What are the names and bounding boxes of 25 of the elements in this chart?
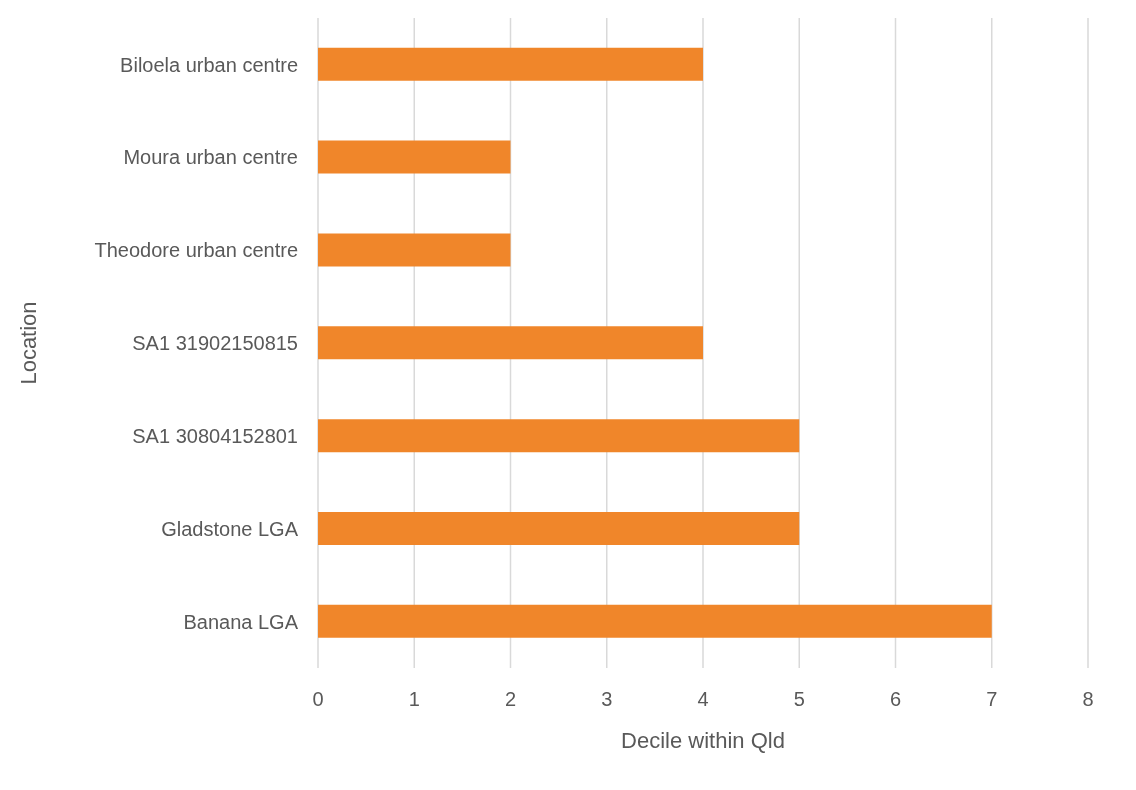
bar xyxy=(318,419,800,453)
bar xyxy=(318,326,703,360)
bar xyxy=(318,604,992,638)
y-tick-label: Banana LGA xyxy=(183,610,299,633)
bar xyxy=(318,140,511,174)
y-tick-label: Gladstone LGA xyxy=(161,517,299,540)
y-axis-title: Location xyxy=(15,301,41,385)
bar xyxy=(318,233,511,267)
y-tick-label: Moura urban centre xyxy=(123,146,298,169)
x-axis-title: Decile within Qld xyxy=(621,728,785,753)
x-tick-label: 6 xyxy=(889,688,902,711)
x-tick-label: 5 xyxy=(793,688,805,711)
bar xyxy=(318,47,703,81)
x-tick-label: 8 xyxy=(1082,688,1094,711)
y-tick-label: Theodore urban centre xyxy=(94,239,298,262)
x-tick-label: 4 xyxy=(697,688,709,711)
y-tick-label: Biloela urban centre xyxy=(120,53,298,76)
x-tick-label: 3 xyxy=(601,688,613,711)
x-tick-label: 7 xyxy=(986,688,998,711)
x-tick-label: 0 xyxy=(312,688,324,711)
y-tick-label: SA1 31902150815 xyxy=(132,332,298,355)
y-tick-label: SA1 30804152801 xyxy=(132,424,298,447)
x-tick-label: 2 xyxy=(504,688,517,711)
bar xyxy=(318,512,800,545)
x-tick-label: 1 xyxy=(408,688,420,711)
